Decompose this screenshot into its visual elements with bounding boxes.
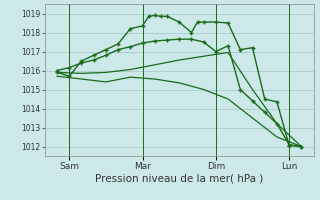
X-axis label: Pression niveau de la mer( hPa ): Pression niveau de la mer( hPa ): [95, 173, 263, 183]
